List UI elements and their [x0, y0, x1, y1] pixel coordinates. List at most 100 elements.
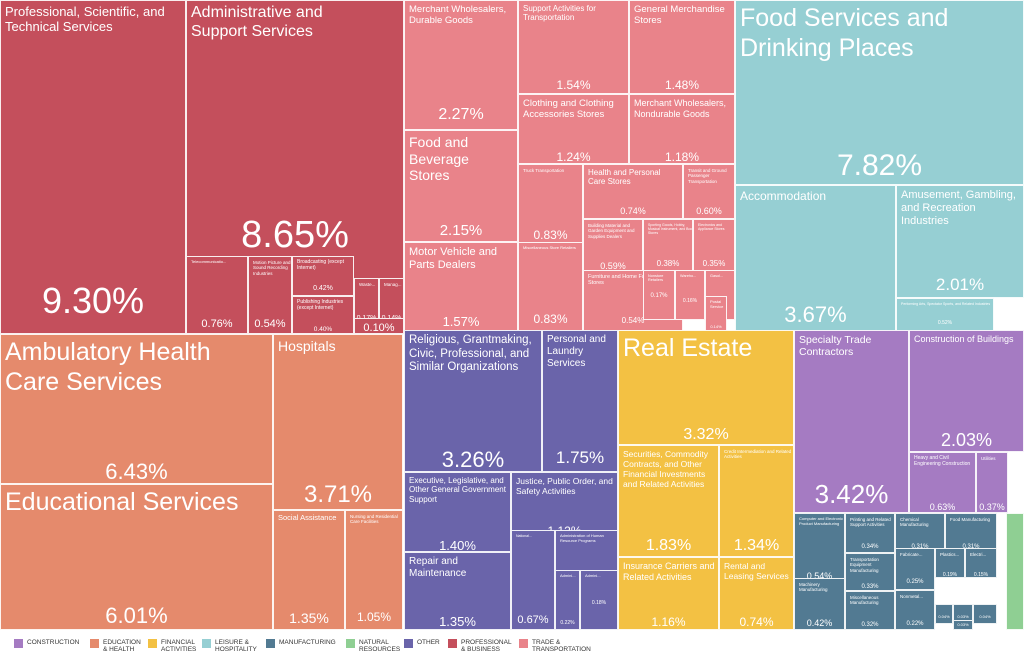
- legend-label: FINANCIAL ACTIVITIES: [161, 639, 197, 654]
- treemap-cell-value: 0.35%: [702, 259, 726, 268]
- treemap-cell-value: 0.33%: [861, 584, 879, 590]
- treemap-cell-value: 0.31%: [911, 544, 929, 550]
- treemap-cell-label: Justice, Public Order, and Safety Activi…: [516, 476, 613, 497]
- treemap-cell-value: 1.83%: [645, 537, 692, 554]
- legend-label: MANUFACTURING: [279, 639, 336, 646]
- legend-swatch: [202, 639, 211, 648]
- treemap-cell-label: Motor Vehicle and Parts Dealers: [409, 246, 498, 271]
- treemap-cell-label: Building Material and Garden Equipment a…: [588, 223, 635, 239]
- treemap-cell-transportation-equipment-manufacturing-59: Transportation Equipment Manufacturing 0.…: [845, 553, 895, 591]
- treemap-cell-label: Performing Arts, Spectator Sports, and R…: [901, 302, 991, 306]
- treemap-cell-label: Nonmetal...: [900, 594, 924, 599]
- treemap-cell-value: 3.32%: [683, 426, 729, 443]
- treemap-cell-value: 1.18%: [664, 150, 700, 164]
- treemap-cell-electri-62: Electri... 0.15%: [965, 548, 997, 578]
- legend-item-construction: CONSTRUCTION: [14, 639, 79, 648]
- treemap-chart: Professional, Scientific, and Technical …: [0, 0, 1024, 630]
- treemap-cell-label: Social Assistance: [278, 513, 337, 522]
- treemap-cell-value: 1.54%: [556, 78, 591, 92]
- treemap-cell-label: Heavy and Civil Engineering Construction: [914, 455, 971, 467]
- treemap-cell-miscellaneous-manufacturing-64: Miscellaneous Manufacturing 0.32%: [845, 591, 895, 630]
- treemap-cell-label: Religious, Grantmaking, Civic, Professio…: [409, 334, 532, 374]
- treemap-cell-label: Chemical Manufacturing: [900, 517, 929, 528]
- treemap-cell-accommodation-29: Accommodation 3.67%: [735, 185, 896, 333]
- treemap-cell-value: 7.82%: [836, 149, 923, 182]
- treemap-cell-label: Credit Intermediation and Related Activi…: [724, 449, 792, 460]
- treemap-cell-label: Publishing Industries (except Internet): [297, 299, 344, 311]
- treemap-cell-value: 0.31%: [962, 544, 980, 550]
- treemap-cell-value: 1.57%: [442, 314, 480, 329]
- treemap-cell-motor-vehicle-and-parts-dealers-21: Motor Vehicle and Parts Dealers 1.57%: [404, 242, 518, 334]
- treemap-cell-value: 0.83%: [533, 228, 568, 242]
- treemap-cell-value: 3.42%: [814, 479, 889, 509]
- legend-item-education_health: EDUCATION & HEALTH: [90, 639, 141, 654]
- treemap-cell-label: Miscellaneous Manufacturing: [850, 595, 879, 606]
- treemap-cell-label: Personal and Laundry Services: [547, 334, 606, 369]
- treemap-cell-label: Construction of Buildings: [914, 334, 1014, 344]
- treemap-cell-religious-grantmaking-civic-professional-37: Religious, Grantmaking, Civic, Professio…: [404, 330, 542, 472]
- legend-swatch: [148, 639, 157, 648]
- treemap-cell-admini-44: Admini... 0.22%: [555, 570, 580, 630]
- treemap-cell-label: Truck Transportation: [523, 168, 565, 173]
- treemap-cell-educational-services-34: Educational Services 6.01%: [0, 484, 273, 630]
- legend-swatch: [90, 639, 99, 648]
- treemap-cell-value: 0.14%: [710, 324, 722, 329]
- treemap-cell-nonstore-retailers-24: Nonstore Retailers 0.17%: [643, 270, 675, 320]
- treemap-cell-value: 0.04%: [938, 614, 950, 619]
- treemap-cell-label: Educational Services: [5, 488, 239, 516]
- treemap-cell-support-activities-for-transportation-10: Support Activities for Transportation 1.5…: [518, 0, 629, 94]
- treemap-cell-value: 6.01%: [105, 603, 168, 628]
- treemap-cell-label: Real Estate: [623, 334, 753, 362]
- treemap-cell-label: Amusement, Gambling, and Recreation Indu…: [901, 189, 1016, 227]
- treemap-cell-value: 0.52%: [937, 320, 953, 326]
- legend-item-natural_resources: NATURAL RESOURCES: [346, 639, 400, 654]
- treemap-cell-nursing-and-residential-care-facilities-36: Nursing and Residential Care Facilities 1…: [345, 510, 403, 630]
- treemap-cell-value: 3.26%: [441, 447, 505, 472]
- treemap-cell-value: 0.83%: [533, 312, 568, 326]
- treemap-cell-machinery-manufacturing-63: Machinery Manufacturing 0.42%: [794, 578, 845, 630]
- treemap-cell-value: 0.40%: [313, 326, 333, 333]
- treemap-cell-merchant-wholesalers-durable-goods-9: Merchant Wholesalers, Durable Goods 2.27%: [404, 0, 518, 130]
- treemap-cell-ambulatory-health-care-services-32: Ambulatory Health Care Services 6.43%: [0, 334, 273, 484]
- treemap-cell-value: 0.42%: [806, 618, 833, 628]
- treemap-cell-insurance-carriers-and-related-activitie-49: Insurance Carriers and Related Activitie…: [618, 557, 719, 630]
- treemap-cell-publishing-industries-except-internet-5: Publishing Industries (except Internet) 0…: [292, 296, 354, 334]
- treemap-cell-value: 0.38%: [656, 259, 680, 268]
- treemap-cell-value: 2.15%: [439, 222, 483, 239]
- treemap-cell-value: 0.25%: [906, 579, 924, 585]
- treemap-cell-label: Nursing and Residential Care Facilities: [350, 514, 398, 525]
- treemap-cell-value: 1.05%: [356, 610, 392, 624]
- treemap-cell-broadcasting-except-internet-4: Broadcasting (except Internet) 0.42%: [292, 256, 354, 296]
- treemap-cell-clothing-and-clothing-accessories-stores-12: Clothing and Clothing Accessories Stores…: [518, 94, 629, 164]
- treemap-cell-label: Nonstore Retailers: [648, 274, 664, 283]
- treemap-cell-value: 0.22%: [560, 620, 575, 626]
- treemap-cell-value: 3.67%: [784, 302, 847, 327]
- treemap-cell-rental-and-leasing-services-50: Rental and Leasing Services 0.74%: [719, 557, 794, 630]
- treemap-cell-motion-picture-and-sound-recording-indus-3: Motion Picture and Sound Recording Indus…: [248, 256, 292, 334]
- treemap-cell-value: 0.54%: [621, 316, 645, 325]
- legend-label: TRADE & TRANSPORTATION: [532, 639, 591, 654]
- treemap-cell-label: Specialty Trade Contractors: [799, 334, 872, 359]
- treemap-cell-label: Postal Service: [710, 299, 724, 309]
- treemap-cell-value: 0.74%: [739, 615, 774, 629]
- treemap-cell-value: 8.65%: [241, 214, 349, 256]
- treemap-cell-label: Telecommunicatio...: [191, 259, 227, 264]
- treemap-cell-value: 0.16%: [682, 298, 698, 304]
- treemap-cell-construction-of-buildings-52: Construction of Buildings 2.03%: [909, 330, 1024, 452]
- legend-swatch: [266, 639, 275, 648]
- treemap-cell-label: Merchant Wholesalers, Nondurable Goods: [634, 98, 727, 119]
- treemap-cell-performing-arts-spectator-sports-and-rel-31: Performing Arts, Spectator Sports, and R…: [896, 298, 994, 333]
- treemap-cell-value: 1.75%: [555, 448, 605, 467]
- treemap-cell-executive-legislative-and-other-general--39: Executive, Legislative, and Other Genera…: [404, 472, 511, 552]
- treemap-cell-label: Hospitals: [278, 338, 336, 354]
- treemap-cell-label: Computer and Electronic Product Manufact…: [799, 516, 844, 526]
- treemap-cell-value: 1.40%: [439, 538, 476, 552]
- treemap-cell-label: Admini...: [585, 573, 601, 578]
- treemap-cell-value: 2.01%: [935, 275, 985, 294]
- treemap-cell-general-merchandise-stores-11: General Merchandise Stores 1.48%: [629, 0, 735, 94]
- treemap-cell-national-42: National... 0.67%: [511, 530, 555, 630]
- treemap-cell-label: Rental and Leasing Services: [724, 561, 789, 582]
- treemap-cell-food-and-beverage-stores-14: Food and Beverage Stores 2.15%: [404, 130, 518, 242]
- treemap-cell-fabricate-60: Fabricate... 0.25%: [895, 548, 935, 590]
- treemap-cell-real-estate-46: Real Estate 3.32%: [618, 330, 794, 445]
